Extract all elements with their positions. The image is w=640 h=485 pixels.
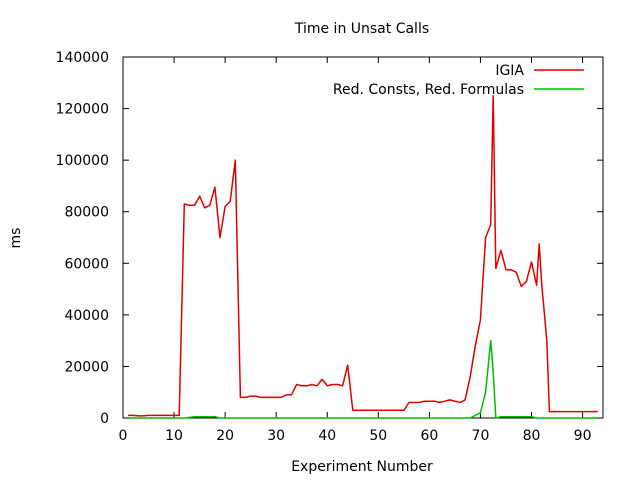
y-axis-label: ms xyxy=(8,228,24,249)
legend-label-2: Red. Consts, Red. Formulas xyxy=(333,82,524,98)
legend-label-1: IGIA xyxy=(495,63,524,79)
x-tick-label: 0 xyxy=(119,428,128,444)
x-tick-label: 70 xyxy=(472,428,490,444)
x-tick-label: 80 xyxy=(523,428,541,444)
y-tick-label: 40000 xyxy=(64,308,109,324)
x-axis-label: Experiment Number xyxy=(291,459,433,475)
legend: IGIA Red. Consts, Red. Formulas xyxy=(333,63,584,98)
y-tick-label: 80000 xyxy=(64,205,109,221)
series-layer xyxy=(128,94,598,419)
series-line-2 xyxy=(128,339,598,419)
y-tick-label: 100000 xyxy=(56,153,109,169)
x-tick-label: 90 xyxy=(574,428,592,444)
x-tick-label: 40 xyxy=(318,428,336,444)
y-tick-label: 120000 xyxy=(56,102,109,118)
x-tick-label: 50 xyxy=(369,428,387,444)
x-tick-label: 10 xyxy=(165,428,183,444)
y-tick-label: 0 xyxy=(100,411,109,427)
y-tick-label: 60000 xyxy=(64,256,109,272)
plot-frame xyxy=(122,56,604,419)
x-tick-label: 20 xyxy=(216,428,234,444)
x-tick-label: 30 xyxy=(267,428,285,444)
axis-ticks: 0 10 20 30 40 50 60 70 80 90 0 20000 40000 60000 80000… xyxy=(56,50,603,444)
series-line-1 xyxy=(128,94,598,417)
y-tick-label: 20000 xyxy=(64,359,109,375)
x-tick-label: 60 xyxy=(420,428,438,444)
y-tick-label: 140000 xyxy=(56,50,109,66)
chart-title: Time in Unsat Calls xyxy=(294,21,429,37)
